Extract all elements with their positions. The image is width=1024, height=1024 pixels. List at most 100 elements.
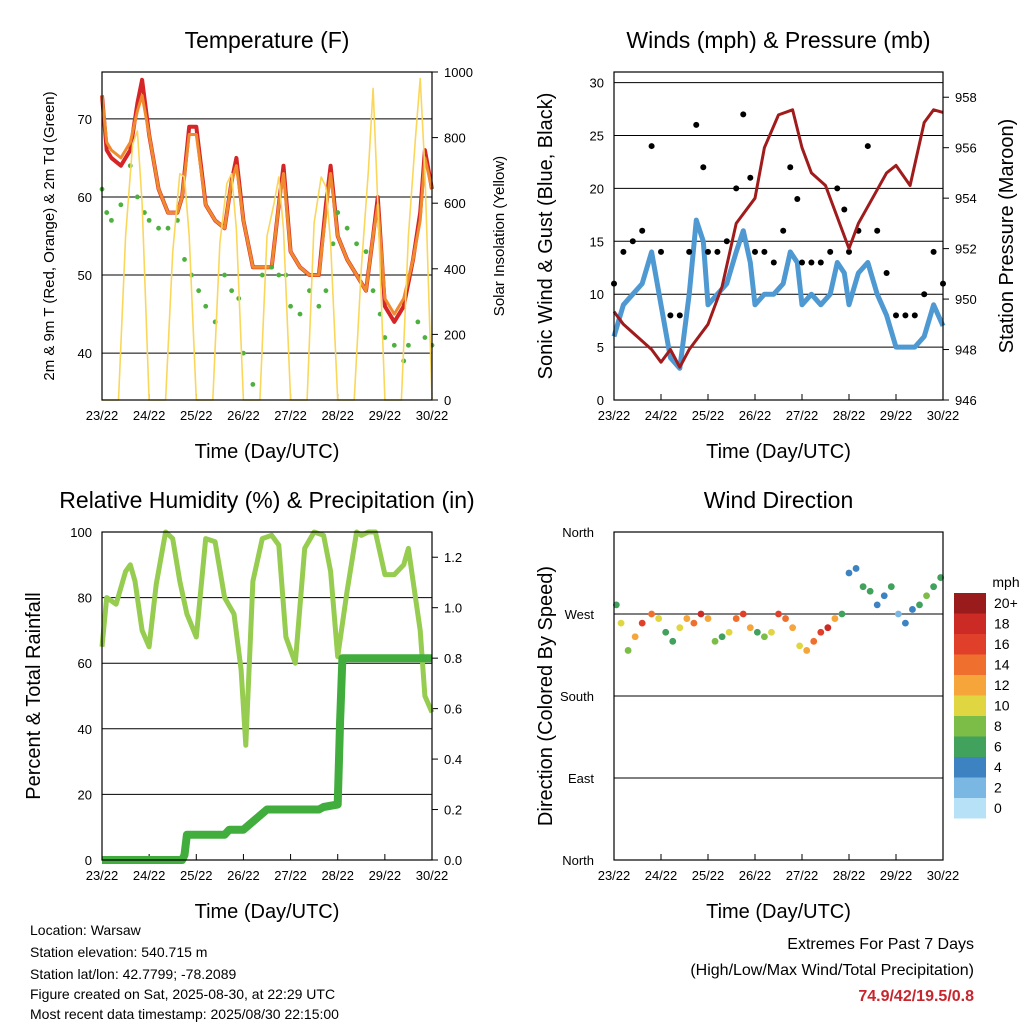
td-point (259, 272, 265, 278)
direction-point (662, 628, 670, 636)
colorbar-swatch (954, 798, 986, 819)
direction-point (718, 633, 726, 641)
colorbar-label: 14 (994, 657, 1010, 673)
direction-point (916, 601, 923, 609)
gust-point (740, 111, 747, 118)
colorbar-swatch (954, 716, 986, 737)
pressure-line (612, 108, 944, 369)
gust-point (864, 143, 871, 150)
gust-point (620, 248, 627, 255)
x-tick-label: 29/22 (369, 408, 402, 423)
y-right-tick-label: 800 (444, 131, 466, 146)
gust-point (639, 227, 646, 234)
gust-point (629, 238, 636, 245)
direction-point (775, 610, 782, 618)
y-tick-label: 60 (78, 656, 92, 671)
x-tick-label: 27/22 (274, 868, 307, 883)
gust-point (733, 185, 740, 192)
y-right-tick-label: 956 (955, 141, 977, 156)
x-tick-label: 25/22 (180, 868, 213, 883)
x-tick-label: 25/22 (180, 408, 213, 423)
created-text: Figure created on Sat, 2025-08-30, at 22… (30, 986, 336, 1002)
direction-point (697, 610, 705, 618)
x-tick-label: 28/22 (833, 408, 866, 423)
y-tick-label: 0 (85, 853, 92, 868)
colorbar-swatch (954, 757, 986, 778)
y-tick-label: 20 (78, 787, 92, 802)
y-axis-label: Percent & Total Rainfall (23, 592, 45, 800)
y-axis-label: Sonic Wind & Gust (Blue, Black) (535, 93, 557, 380)
gust-point (827, 248, 834, 255)
colorbar-swatch (954, 593, 986, 614)
colorbar-title: mph (992, 574, 1019, 590)
td-point (109, 217, 114, 223)
chart-title: Relative Humidity (%) & Precipitation (i… (59, 487, 474, 513)
gust-point (911, 312, 918, 319)
direction-point (803, 647, 811, 654)
x-tick-label: 25/22 (692, 408, 725, 423)
y-tick-label: 25 (590, 128, 604, 143)
direction-point (796, 642, 804, 650)
direction-point (782, 615, 789, 622)
y-tick-label: 20 (590, 181, 604, 196)
x-tick-label: 28/22 (321, 408, 354, 423)
location-text: Location: Warsaw (30, 922, 141, 938)
gust-point (921, 291, 928, 298)
direction-point (831, 615, 839, 622)
y-tick-label: 60 (78, 190, 92, 205)
x-tick-label: 28/22 (321, 868, 354, 883)
y-tick-label: 40 (78, 722, 92, 737)
chart-title: Wind Direction (704, 487, 854, 513)
chart-temperature: Temperature (F) Time (Day/UTC) 2m & 9m T (… (41, 27, 508, 463)
y-axis-label: Direction (Colored By Speed) (535, 566, 557, 826)
colorbar-swatch (954, 634, 986, 655)
x-tick-label: 29/22 (880, 408, 913, 423)
t9m-line (100, 93, 434, 316)
gust-point (747, 174, 754, 181)
x-tick-label: 28/22 (833, 868, 866, 883)
y-right-tick-label: 0 (444, 393, 451, 408)
direction-point (612, 601, 620, 609)
y-right-tick-label: 1000 (444, 65, 473, 80)
td-point (146, 217, 152, 223)
x-tick-label: 26/22 (739, 408, 772, 423)
plot-frame (101, 531, 433, 861)
td-point (363, 249, 369, 255)
colorbar-swatch (954, 613, 986, 634)
td-point (276, 272, 282, 278)
td-point (391, 342, 397, 348)
direction-point (930, 583, 937, 591)
y-axis-right-label: Solar Insolation (Yellow) (491, 156, 508, 316)
x-tick-label: 26/22 (227, 868, 260, 883)
gust-point (770, 259, 777, 266)
gust-point (902, 312, 909, 319)
td-point (156, 225, 161, 231)
direction-point (845, 569, 853, 577)
colorbar-swatch (954, 695, 986, 716)
direction-point (739, 610, 747, 618)
direction-point (838, 610, 846, 618)
wind-line (611, 217, 946, 371)
chart-title: Temperature (F) (185, 27, 350, 53)
y-right-tick-label: 0.4 (444, 752, 462, 767)
td-point (422, 335, 428, 340)
td-point (297, 311, 303, 317)
direction-point (648, 610, 655, 618)
y-tick-label: 40 (78, 346, 92, 361)
direction-point (923, 592, 930, 600)
td-point (344, 225, 350, 231)
y-tick-label: 0 (597, 393, 604, 408)
gust-point (874, 227, 881, 234)
td-point (269, 264, 275, 270)
colorbar-label: 16 (994, 636, 1010, 652)
td-point (250, 381, 256, 387)
x-tick-label: 23/22 (598, 408, 631, 423)
direction-point (894, 610, 902, 618)
x-tick-label: 26/22 (739, 868, 772, 883)
y-right-tick-label: 0.8 (444, 651, 462, 666)
y-right-tick-label: 1.2 (444, 550, 462, 565)
y-right-tick-label: 954 (955, 191, 977, 206)
x-tick-label: 27/22 (786, 868, 819, 883)
colorbar-swatch (954, 654, 986, 675)
td-point (335, 210, 341, 215)
